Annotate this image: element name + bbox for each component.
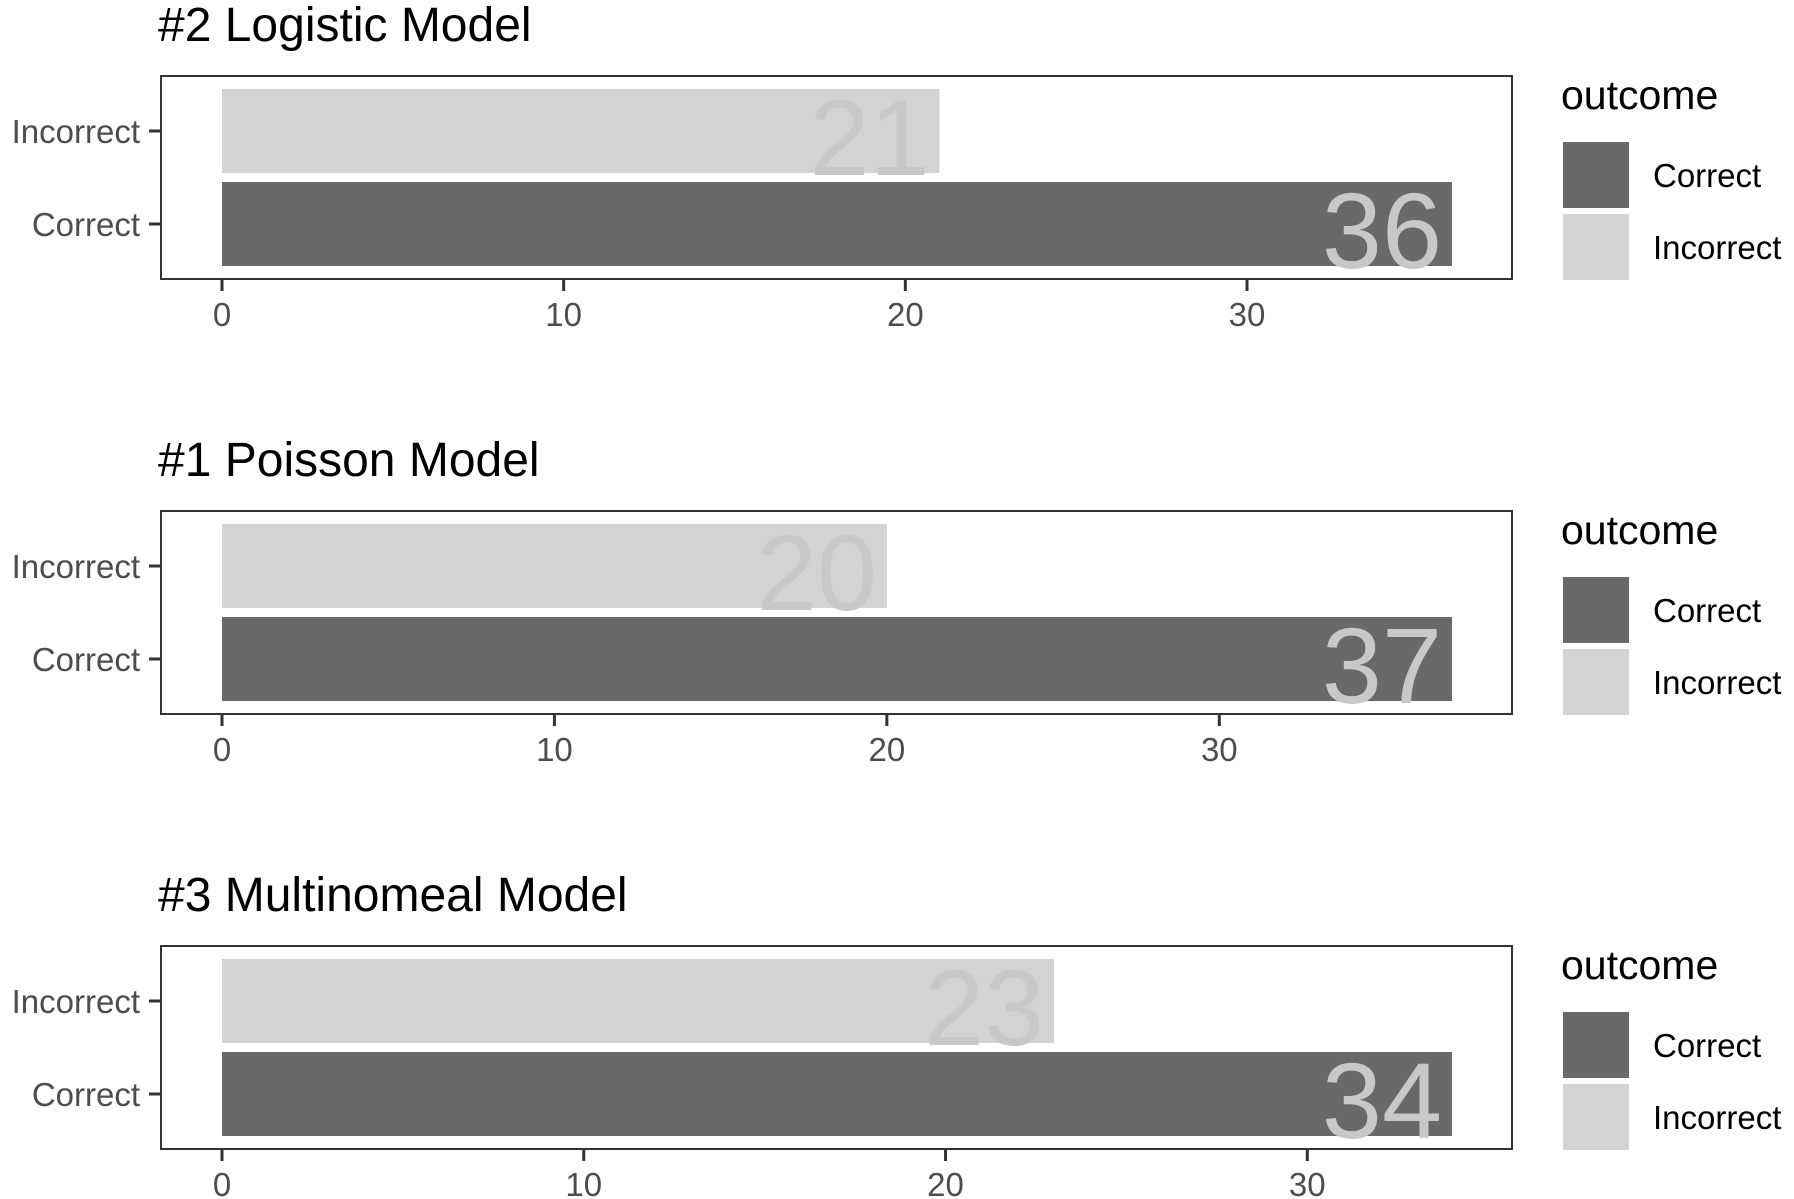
logistic-legend-key-correct	[1563, 142, 1629, 208]
multinomeal-legend-key-incorrect	[1563, 1084, 1629, 1150]
poisson-ytick-label-incorrect: Incorrect	[12, 548, 140, 585]
poisson-bar-incorrect	[222, 524, 887, 608]
multinomeal-chart-title: #3 Multinomeal Model	[158, 869, 628, 922]
logistic-legend-key-incorrect	[1563, 214, 1629, 280]
poisson-legend-title: outcome	[1561, 507, 1718, 553]
poisson-bar-correct	[222, 617, 1452, 701]
poisson-xtick-label-20: 20	[869, 731, 906, 768]
multinomeal-xtick-label-10: 10	[565, 1166, 602, 1199]
multinomeal-xtick-label-20: 20	[927, 1166, 964, 1199]
poisson-xtick-label-10: 10	[536, 731, 573, 768]
logistic-data-label-correct: 36	[1322, 170, 1442, 291]
multinomeal-panel-border	[160, 945, 1513, 1150]
logistic-legend-label-correct: Correct	[1653, 157, 1761, 194]
multinomeal-bar-correct	[222, 1052, 1452, 1136]
logistic-xtick-label-0: 0	[213, 296, 231, 333]
multinomeal-ytick-label-incorrect: Incorrect	[12, 983, 140, 1020]
logistic-legend-title: outcome	[1561, 72, 1718, 118]
multinomeal-legend-title: outcome	[1561, 942, 1718, 988]
poisson-legend-key-correct	[1563, 577, 1629, 643]
logistic-xtick-label-10: 10	[545, 296, 582, 333]
multinomeal-bar-incorrect	[222, 959, 1055, 1043]
logistic-ytick-label-correct: Correct	[32, 206, 140, 243]
poisson-legend-label-correct: Correct	[1653, 592, 1761, 629]
logistic-bar-incorrect	[222, 89, 940, 173]
multinomeal-xtick-label-0: 0	[213, 1166, 231, 1199]
poisson-xtick-label-30: 30	[1201, 731, 1238, 768]
logistic-xtick-label-30: 30	[1229, 296, 1266, 333]
multinomeal-data-label-correct: 34	[1322, 1040, 1442, 1161]
multinomeal-legend-label-incorrect: Incorrect	[1653, 1099, 1781, 1136]
multinomeal-ytick-label-correct: Correct	[32, 1076, 140, 1113]
poisson-data-label-correct: 37	[1322, 605, 1442, 726]
poisson-panel-border	[160, 510, 1513, 715]
poisson-chart-title: #1 Poisson Model	[158, 434, 540, 487]
logistic-chart-title: #2 Logistic Model	[158, 0, 532, 52]
multinomeal-legend-label-correct: Correct	[1653, 1027, 1761, 1064]
multinomeal-data-label-incorrect: 23	[924, 947, 1044, 1068]
logistic-data-label-incorrect: 21	[809, 77, 929, 198]
poisson-ytick-label-correct: Correct	[32, 641, 140, 678]
poisson-data-label-incorrect: 20	[757, 512, 877, 633]
logistic-legend-label-incorrect: Incorrect	[1653, 229, 1781, 266]
poisson-legend-key-incorrect	[1563, 649, 1629, 715]
logistic-bar-correct	[222, 182, 1452, 266]
multinomeal-legend-key-correct	[1563, 1012, 1629, 1078]
multinomeal-xtick-label-30: 30	[1289, 1166, 1326, 1199]
logistic-ytick-label-incorrect: Incorrect	[12, 113, 140, 150]
logistic-xtick-label-20: 20	[887, 296, 924, 333]
logistic-panel-border	[160, 75, 1513, 280]
poisson-legend-label-incorrect: Incorrect	[1653, 664, 1781, 701]
poisson-xtick-label-0: 0	[213, 731, 231, 768]
